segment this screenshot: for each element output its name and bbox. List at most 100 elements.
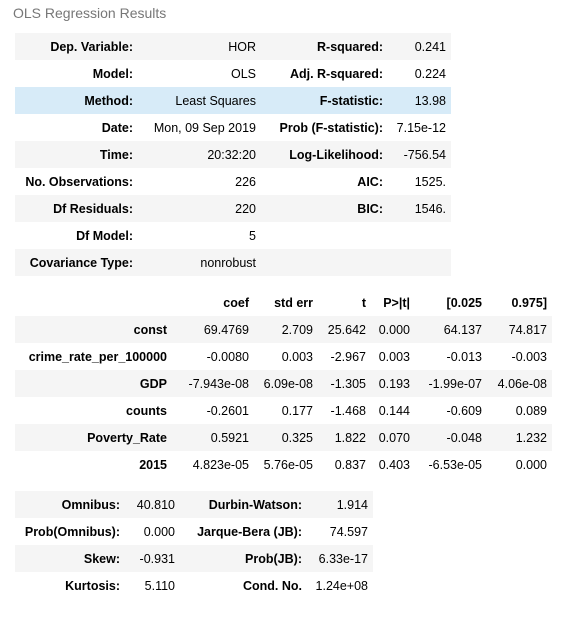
- table-row: Omnibus: 40.810 Durbin-Watson: 1.914: [15, 491, 373, 518]
- coefficients-table: coef std err t P>|t| [0.025 0.975] const…: [15, 289, 552, 478]
- cell-coef: 4.823e-05: [192, 457, 249, 472]
- row-value: 7.15e-12: [396, 120, 446, 135]
- cell-p: 0.403: [378, 457, 410, 472]
- cell-t: -2.967: [330, 349, 366, 364]
- column-header: 0.975]: [511, 295, 547, 310]
- column-header: coef: [223, 295, 249, 310]
- row-label: Date:: [101, 120, 133, 135]
- row-value: 1546.: [414, 201, 446, 216]
- row-label: Durbin-Watson:: [208, 497, 302, 512]
- cell-p: 0.193: [378, 376, 410, 391]
- cell-t: 25.642: [327, 322, 366, 337]
- cell-t: 0.837: [334, 457, 366, 472]
- column-header: P>|t|: [383, 295, 410, 310]
- row-label: Omnibus:: [61, 497, 120, 512]
- table-row: Prob(Omnibus): 0.000 Jarque-Bera (JB): 7…: [15, 518, 373, 545]
- cell-coef: 0.5921: [210, 430, 249, 445]
- row-value: [388, 249, 451, 276]
- row-value: Mon, 09 Sep 2019: [153, 120, 256, 135]
- cell-coef: 69.4769: [203, 322, 249, 337]
- row-label: No. Observations:: [25, 174, 133, 189]
- table-row: Poverty_Rate 0.5921 0.325 1.822 0.070 -0…: [15, 424, 552, 451]
- cell-std-err: 5.76e-05: [263, 457, 313, 472]
- row-value: 5: [249, 228, 256, 243]
- row-value: [388, 222, 451, 249]
- cell-ci-high: 4.06e-08: [497, 376, 547, 391]
- cell-ci-low: -0.013: [446, 349, 482, 364]
- row-label: Jarque-Bera (JB):: [197, 524, 302, 539]
- row-label: Prob(JB):: [245, 551, 302, 566]
- variable-name: Poverty_Rate: [87, 430, 167, 445]
- cell-p: 0.070: [378, 430, 410, 445]
- cell-ci-low: 64.137: [443, 322, 482, 337]
- model-summary-table: Dep. Variable: HOR R-squared: 0.241 Mode…: [15, 33, 451, 276]
- cell-p: 0.003: [378, 349, 410, 364]
- row-value: 226: [235, 174, 256, 189]
- table-row: Time: 20:32:20 Log-Likelihood: -756.54: [15, 141, 451, 168]
- cell-t: -1.468: [330, 403, 366, 418]
- cell-std-err: 6.09e-08: [263, 376, 313, 391]
- row-label: Log-Likelihood:: [289, 147, 383, 162]
- row-value: HOR: [228, 39, 256, 54]
- cell-t: -1.305: [330, 376, 366, 391]
- variable-name: crime_rate_per_100000: [28, 349, 167, 364]
- cell-coef: -0.0080: [206, 349, 249, 364]
- row-label: [261, 249, 388, 276]
- row-value: OLS: [230, 66, 256, 81]
- cell-coef: -7.943e-08: [188, 376, 249, 391]
- cell-ci-high: 1.232: [515, 430, 547, 445]
- table-row: Df Model: 5: [15, 222, 451, 249]
- row-value: 74.597: [329, 524, 368, 539]
- row-value: 0.241: [414, 39, 446, 54]
- row-value: 40.810: [136, 497, 175, 512]
- row-label: [261, 222, 388, 249]
- cell-ci-low: -0.609: [446, 403, 482, 418]
- row-value: 20:32:20: [207, 147, 256, 162]
- row-value: 6.33e-17: [318, 551, 368, 566]
- table-row: Skew: -0.931 Prob(JB): 6.33e-17: [15, 545, 373, 572]
- row-label: Prob(Omnibus):: [24, 524, 120, 539]
- table-row: counts -0.2601 0.177 -1.468 0.144 -0.609…: [15, 397, 552, 424]
- column-header: t: [361, 295, 366, 310]
- variable-name: GDP: [139, 376, 167, 391]
- cell-std-err: 2.709: [281, 322, 313, 337]
- cell-ci-low: -6.53e-05: [428, 457, 482, 472]
- cell-t: 1.822: [334, 430, 366, 445]
- cell-ci-high: 0.000: [515, 457, 547, 472]
- cell-coef: -0.2601: [206, 403, 249, 418]
- row-value: -756.54: [403, 147, 446, 162]
- row-value: nonrobust: [200, 255, 256, 270]
- row-value: 0.224: [414, 66, 446, 81]
- table-row: Kurtosis: 5.110 Cond. No. 1.24e+08: [15, 572, 373, 599]
- variable-name: const: [133, 322, 167, 337]
- cell-ci-high: 0.089: [515, 403, 547, 418]
- row-label: AIC:: [357, 174, 383, 189]
- row-label: Skew:: [83, 551, 120, 566]
- table-row: GDP -7.943e-08 6.09e-08 -1.305 0.193 -1.…: [15, 370, 552, 397]
- cell-std-err: 0.177: [281, 403, 313, 418]
- row-label: Df Residuals:: [53, 201, 133, 216]
- cell-ci-high: 74.817: [508, 322, 547, 337]
- row-value: 5.110: [144, 578, 175, 593]
- row-label: Dep. Variable:: [50, 39, 133, 54]
- table-row: Dep. Variable: HOR R-squared: 0.241: [15, 33, 451, 60]
- diagnostics-table: Omnibus: 40.810 Durbin-Watson: 1.914 Pro…: [15, 491, 373, 599]
- column-header: std err: [274, 295, 313, 310]
- row-value: -0.931: [139, 551, 175, 566]
- table-row: Df Residuals: 220 BIC: 1546.: [15, 195, 451, 222]
- table-row: Date: Mon, 09 Sep 2019 Prob (F-statistic…: [15, 114, 451, 141]
- row-label: R-squared:: [317, 39, 383, 54]
- table-row-highlighted: Method: Least Squares F-statistic: 13.98: [15, 87, 451, 114]
- cell-ci-low: -1.99e-07: [428, 376, 482, 391]
- table-row: const 69.4769 2.709 25.642 0.000 64.137 …: [15, 316, 552, 343]
- table-row: No. Observations: 226 AIC: 1525.: [15, 168, 451, 195]
- table-caption: OLS Regression Results: [13, 5, 167, 21]
- cell-std-err: 0.325: [281, 430, 313, 445]
- row-label: Adj. R-squared:: [289, 66, 383, 81]
- row-label: Prob (F-statistic):: [279, 120, 383, 135]
- cell-ci-low: -0.048: [446, 430, 482, 445]
- row-label: Time:: [99, 147, 133, 162]
- row-label: Method:: [84, 93, 133, 108]
- row-label: Cond. No.: [242, 578, 302, 593]
- row-value: Least Squares: [175, 93, 256, 108]
